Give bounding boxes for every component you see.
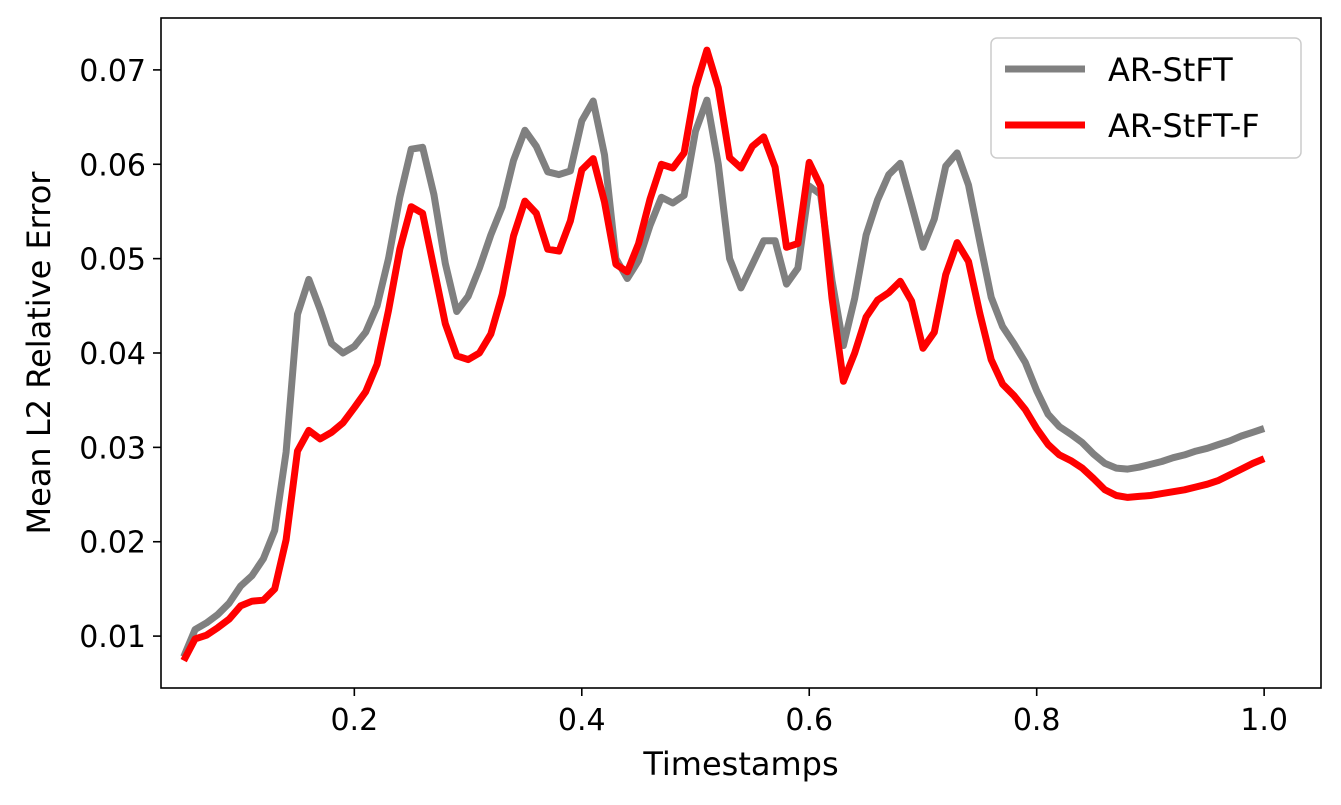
x-tick-label: 0.6: [785, 703, 833, 738]
x-axis-label: Timestamps: [642, 745, 838, 783]
y-tick-label: 0.07: [79, 54, 146, 89]
legend-label-ar-stft-f: AR-StFT-F: [1108, 107, 1260, 145]
series-line-ar-stft: [180, 96, 1266, 659]
y-tick-label: 0.05: [79, 243, 146, 278]
x-tick-label: 0.4: [558, 703, 606, 738]
x-tick-label: 0.2: [330, 703, 378, 738]
legend-label-ar-stft: AR-StFT: [1108, 51, 1233, 89]
series-line-ar-stft-f: [180, 46, 1266, 663]
legend: AR-StFT AR-StFT-F: [990, 37, 1302, 159]
x-axis-ticks: 0.2 0.4 0.6 0.8 1.0: [330, 688, 1288, 738]
x-tick-label: 0.8: [1013, 703, 1061, 738]
y-tick-label: 0.01: [79, 620, 146, 655]
y-tick-label: 0.04: [79, 337, 146, 372]
y-tick-label: 0.03: [79, 431, 146, 466]
y-axis-ticks: 0.01 0.02 0.03 0.04 0.05 0.06 0.07: [79, 54, 161, 655]
series-layer: [180, 46, 1266, 663]
x-tick-label: 1.0: [1240, 703, 1288, 738]
y-axis-label: Mean L2 Relative Error: [20, 171, 58, 535]
y-tick-label: 0.02: [79, 526, 146, 561]
y-tick-label: 0.06: [79, 148, 146, 183]
